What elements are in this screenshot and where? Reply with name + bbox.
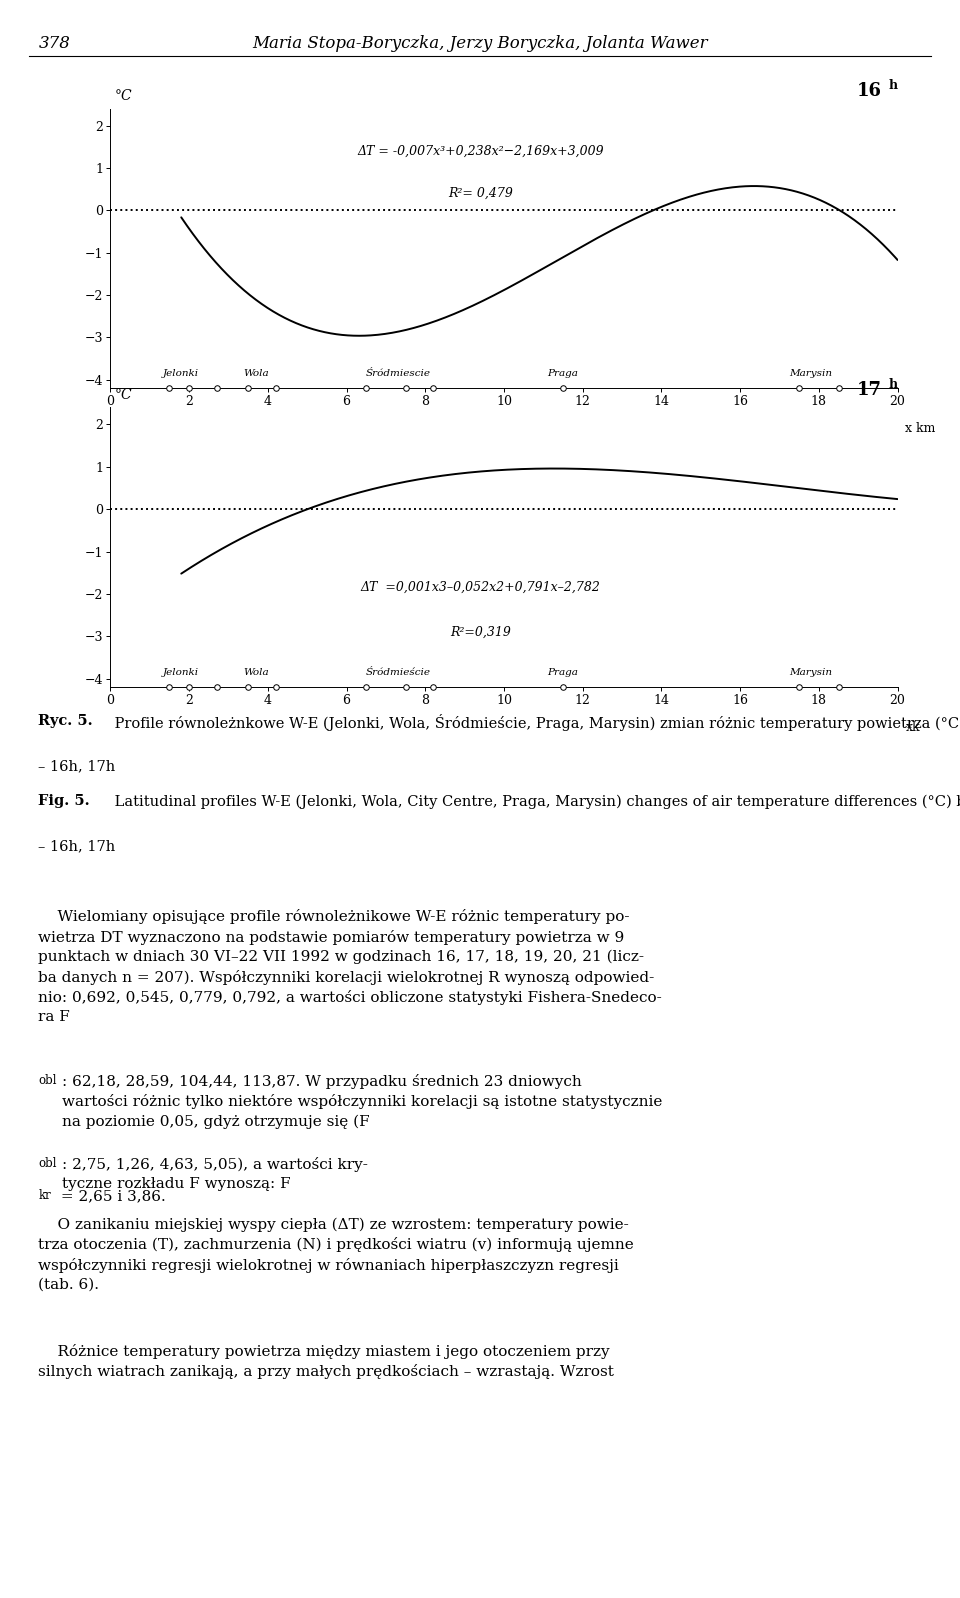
Text: R²=0,319: R²=0,319 — [450, 626, 511, 639]
Text: : 2,75, 1,26, 4,63, 5,05), a wartości kry-
tyczne rozkładu F wynoszą: F: : 2,75, 1,26, 4,63, 5,05), a wartości kr… — [62, 1157, 369, 1191]
Text: R²= 0,479: R²= 0,479 — [448, 187, 513, 200]
Text: Śródmieście: Śródmieście — [365, 668, 430, 676]
Text: Marysin: Marysin — [789, 369, 832, 377]
Text: Latitudinal profiles W-E (Jelonki, Wola, City Centre, Praga, Marysin) changes of: Latitudinal profiles W-E (Jelonki, Wola,… — [110, 794, 960, 809]
Text: = 2,65 i 3,86.: = 2,65 i 3,86. — [56, 1189, 165, 1203]
Text: °C: °C — [114, 388, 132, 403]
Text: Praga: Praga — [547, 668, 579, 676]
Text: obl: obl — [38, 1074, 57, 1087]
Text: Wola: Wola — [243, 369, 269, 377]
Text: °C: °C — [114, 89, 132, 102]
Text: – 16h, 17h: – 16h, 17h — [38, 839, 115, 853]
Text: Marysin: Marysin — [789, 668, 832, 676]
Text: ΔT  =0,001x3–0,052x2+0,791x–2,782: ΔT =0,001x3–0,052x2+0,791x–2,782 — [360, 582, 600, 594]
Text: Profile równoleżnkowe W-E (Jelonki, Wola, Śródmieście, Praga, Marysin) zmian róż: Profile równoleżnkowe W-E (Jelonki, Wola… — [110, 714, 960, 732]
Text: obl: obl — [38, 1157, 57, 1170]
Text: Ryc. 5.: Ryc. 5. — [38, 714, 93, 729]
Text: Maria Stopa-Boryczka, Jerzy Boryczka, Jolanta Wawer: Maria Stopa-Boryczka, Jerzy Boryczka, Jo… — [252, 35, 708, 53]
Text: h: h — [888, 377, 898, 392]
Text: x km: x km — [905, 422, 936, 435]
Text: ΔT = -0,007x³+0,238x²−2,169x+3,009: ΔT = -0,007x³+0,238x²−2,169x+3,009 — [357, 145, 604, 158]
Text: kr: kr — [38, 1189, 51, 1202]
Text: O zanikaniu miejskiej wyspy ciepła (ΔT) ze wzrostem: temperatury powie-
trza oto: O zanikaniu miejskiej wyspy ciepła (ΔT) … — [38, 1218, 635, 1291]
Text: 378: 378 — [38, 35, 70, 53]
Text: : 62,18, 28,59, 104,44, 113,87. W przypadku średnich 23 dniowych
wartości różnic: : 62,18, 28,59, 104,44, 113,87. W przypa… — [62, 1074, 662, 1128]
Text: xk: xk — [905, 721, 920, 733]
Text: Wola: Wola — [243, 668, 269, 676]
Text: Fig. 5.: Fig. 5. — [38, 794, 90, 809]
Text: – 16h, 17h: – 16h, 17h — [38, 759, 115, 773]
Text: Jelonki: Jelonki — [163, 668, 200, 676]
Text: Śródmiescie: Śródmiescie — [365, 369, 430, 377]
Text: Jelonki: Jelonki — [163, 369, 200, 377]
Text: 17: 17 — [857, 380, 882, 400]
Text: Wielomiany opisujące profile równoleżnikowe W-E różnic temperatury po-
wietrza D: Wielomiany opisujące profile równoleżnik… — [38, 909, 662, 1024]
Text: 16: 16 — [857, 81, 882, 101]
Text: Różnice temperatury powietrza między miastem i jego otoczeniem przy
silnych wiat: Różnice temperatury powietrza między mia… — [38, 1344, 614, 1379]
Text: Praga: Praga — [547, 369, 579, 377]
Text: h: h — [888, 78, 898, 91]
